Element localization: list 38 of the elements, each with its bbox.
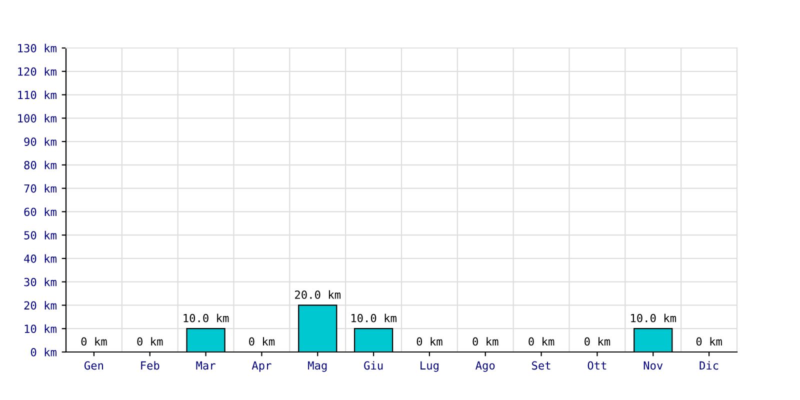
data-label: 0 km: [696, 337, 722, 346]
data-label: 20.0 km: [295, 290, 341, 299]
y-tick-label: 70 km: [24, 184, 56, 193]
x-tick-label: Nov: [644, 361, 663, 370]
y-tick-label: 90 km: [24, 137, 56, 146]
data-label: 10.0 km: [631, 314, 676, 322]
y-tick-label: 20 km: [24, 301, 56, 310]
y-tick-label: 40 km: [24, 254, 56, 263]
y-tick-label: 30 km: [24, 278, 56, 286]
x-tick-label: Mag: [308, 361, 327, 372]
x-tick-label: Dic: [700, 361, 718, 370]
x-tick-label: Lug: [420, 361, 438, 372]
data-label: 10.0 km: [351, 314, 396, 322]
x-tick-label: Mar: [196, 361, 216, 370]
y-tick-label: 10 km: [24, 324, 56, 334]
y-tick-label: 60 km: [24, 208, 56, 216]
x-tick-label: Set: [532, 361, 550, 370]
data-label: 0 km: [528, 337, 554, 346]
data-label: 0 km: [416, 337, 442, 346]
data-label: 0 km: [81, 337, 107, 346]
x-tick-label: Giu: [364, 361, 383, 370]
x-tick-label: Feb: [141, 361, 160, 370]
data-label: 0 km: [472, 337, 498, 346]
data-label: 10.0 km: [184, 314, 229, 322]
x-tick-label: Apr: [252, 361, 272, 372]
data-label: 0 km: [137, 337, 163, 346]
y-tick-label: 0 km: [30, 348, 56, 356]
data-label: 0 km: [249, 337, 275, 346]
y-tick-label: 50 km: [24, 230, 56, 240]
y-tick-label: 110 km: [18, 90, 56, 100]
y-tick-label: 130 km: [18, 44, 56, 52]
x-tick-label: Gen: [84, 361, 104, 370]
y-tick-label: 100 km: [18, 114, 56, 123]
x-tick-label: Ott: [588, 361, 606, 370]
y-tick-label: 120 km: [18, 67, 56, 76]
x-tick-label: Ago: [476, 361, 495, 372]
y-tick-label: 80 km: [24, 160, 56, 170]
data-label: 0 km: [584, 337, 610, 346]
